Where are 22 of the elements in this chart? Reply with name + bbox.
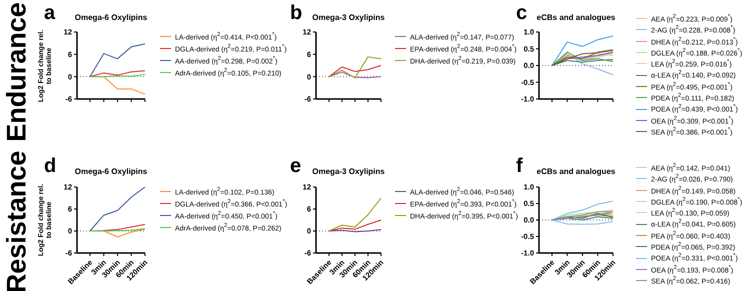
text: a (44, 2, 56, 25)
line-series (328, 198, 382, 232)
chart-title: Omega-6 Oxylipins (74, 13, 148, 22)
chart-title: Omega-6 Oxylipins (74, 167, 148, 176)
text: f (516, 155, 523, 178)
text: Endurance (2, 2, 32, 142)
line-series (90, 43, 146, 78)
line-series (552, 200, 614, 220)
text: b (290, 2, 302, 25)
line-series (552, 58, 614, 66)
chart-title: Omega-3 Oxylipins (312, 13, 385, 22)
text: d (44, 155, 56, 178)
line-series (552, 36, 614, 66)
line-series (328, 220, 382, 232)
chart-title: Omega-3 Oxylipins (312, 167, 385, 176)
line-series (90, 187, 146, 232)
text: e (290, 155, 302, 178)
line-series (328, 56, 382, 78)
chart-title: eCBs and analogues (536, 13, 616, 22)
text: c (516, 2, 528, 25)
chart-title: eCBs and analogues (536, 167, 616, 176)
line-series (328, 65, 382, 78)
